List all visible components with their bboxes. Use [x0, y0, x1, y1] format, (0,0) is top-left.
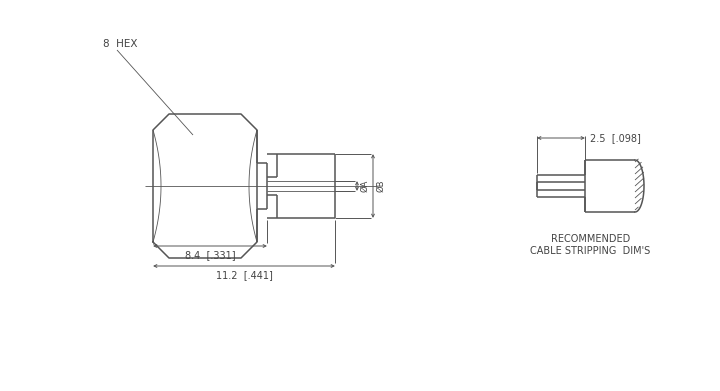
- Text: CABLE STRIPPING  DIM'S: CABLE STRIPPING DIM'S: [531, 246, 651, 256]
- Text: 8.4  [.331]: 8.4 [.331]: [185, 250, 235, 260]
- Text: ØB: ØB: [376, 180, 385, 192]
- Text: 2.5  [.098]: 2.5 [.098]: [590, 133, 641, 143]
- Text: 8  HEX: 8 HEX: [103, 39, 138, 49]
- Text: 11.2  [.441]: 11.2 [.441]: [215, 270, 272, 280]
- Text: RECOMMENDED: RECOMMENDED: [551, 234, 630, 244]
- Text: ØA: ØA: [360, 180, 369, 192]
